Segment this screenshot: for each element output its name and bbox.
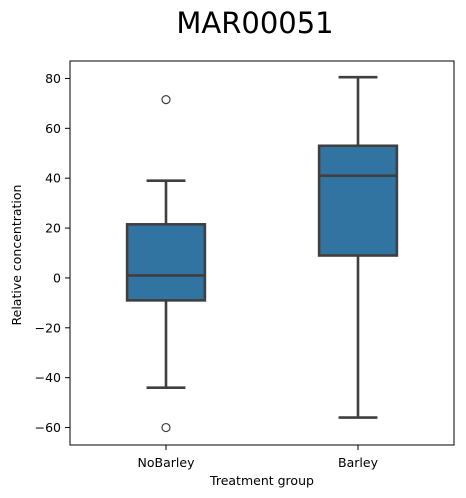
plot-area: 80 60 40 20 0 −20 −40 −60 NoBarley Barley: [35, 60, 455, 470]
x-axis-label: Treatment group: [209, 473, 314, 488]
plot-frame: [69, 60, 455, 446]
y-tick-label: 80: [45, 71, 61, 86]
y-tick-label: −40: [35, 370, 61, 385]
y-tick-label: 0: [53, 270, 61, 285]
x-tick-label: Barley: [338, 455, 379, 470]
y-tick-label: 60: [45, 121, 61, 136]
outlier-point: [161, 422, 171, 433]
box-nobarley: [125, 223, 207, 302]
chart-title: MAR00051: [176, 6, 333, 40]
y-tick-label: 20: [45, 221, 61, 236]
y-tick-label: −20: [35, 320, 61, 335]
y-tick-label: 40: [45, 171, 61, 186]
x-tick-label: NoBarley: [138, 455, 196, 470]
outlier-point: [161, 95, 171, 105]
y-tick-label: −60: [35, 420, 61, 435]
y-axis-label: Relative concentration: [9, 185, 24, 326]
box-barley: [317, 144, 399, 257]
